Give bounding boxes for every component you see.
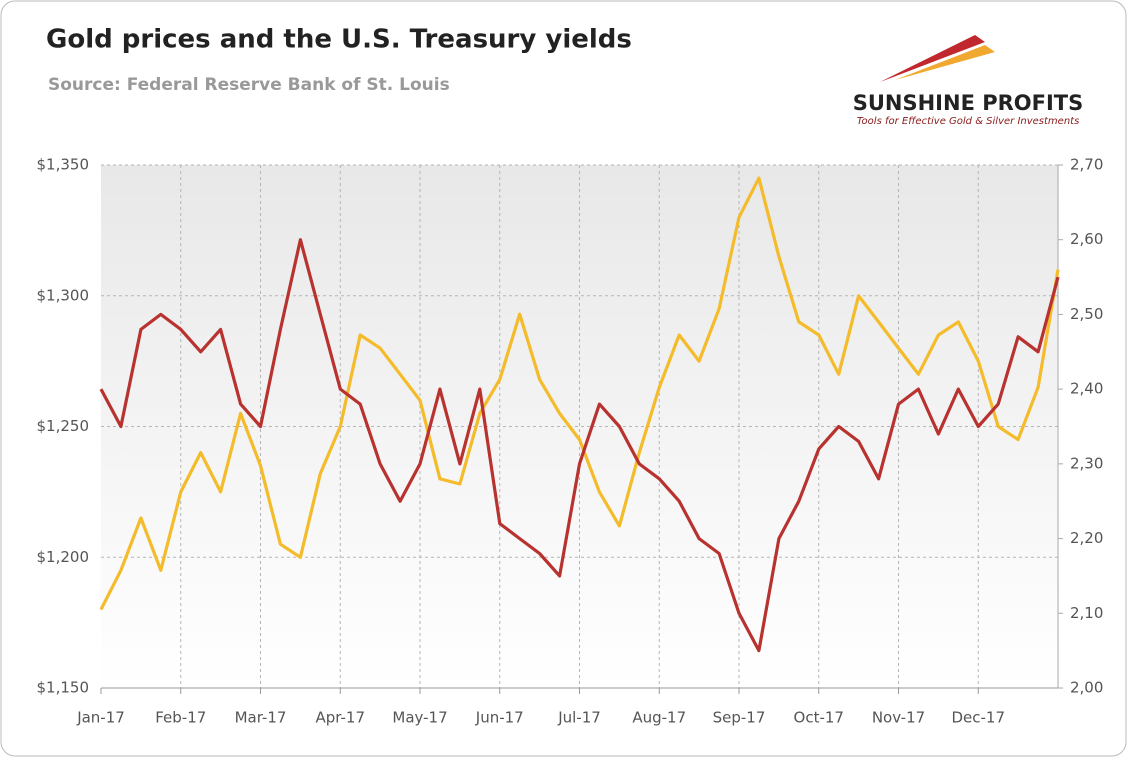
y2-tick-label: 2,50 <box>1070 305 1103 323</box>
x-tick-label: Oct-17 <box>794 709 844 727</box>
x-tick-label: Jul-17 <box>557 709 601 727</box>
logo-swoosh <box>895 45 995 80</box>
y2-tick-label: 2,40 <box>1070 380 1103 398</box>
logo-swoosh <box>880 35 985 82</box>
x-tick-label: Dec-17 <box>951 709 1005 727</box>
logo: SUNSHINE PROFITS Tools for Effective Gol… <box>853 35 1084 127</box>
x-tick-label: Feb-17 <box>155 709 206 727</box>
x-tick-label: Nov-17 <box>872 709 925 727</box>
y-tick-label: $1,150 <box>37 679 90 697</box>
x-tick-label: Sep-17 <box>713 709 766 727</box>
x-tick-label: Jan-17 <box>76 709 125 727</box>
chart-subtitle: Source: Federal Reserve Bank of St. Loui… <box>48 75 450 95</box>
y2-tick-label: 2,20 <box>1070 529 1103 547</box>
y2-tick-label: 2,70 <box>1070 156 1103 174</box>
series-line <box>99 238 1060 653</box>
y-tick-label: $1,250 <box>37 417 90 435</box>
y-tick-label: $1,300 <box>37 286 90 304</box>
x-tick-label: Aug-17 <box>632 709 686 727</box>
x-tick-label: Jun-17 <box>475 709 524 727</box>
x-tick-label: Apr-17 <box>316 709 366 727</box>
y-tick-label: $1,350 <box>37 156 90 174</box>
logo-name: SUNSHINE PROFITS <box>853 91 1084 115</box>
x-tick-label: May-17 <box>392 709 447 727</box>
x-tick-label: Mar-17 <box>235 709 287 727</box>
chart-title: Gold prices and the U.S. Treasury yields <box>46 25 632 55</box>
y2-tick-label: 2,10 <box>1070 604 1103 622</box>
y2-tick-label: 2,30 <box>1070 454 1103 472</box>
series-line <box>99 176 1060 611</box>
y2-tick-label: 2,00 <box>1070 679 1103 697</box>
y-tick-label: $1,200 <box>37 548 90 566</box>
logo-tagline: Tools for Effective Gold & Silver Invest… <box>857 116 1080 127</box>
y2-tick-label: 2,60 <box>1070 230 1103 248</box>
